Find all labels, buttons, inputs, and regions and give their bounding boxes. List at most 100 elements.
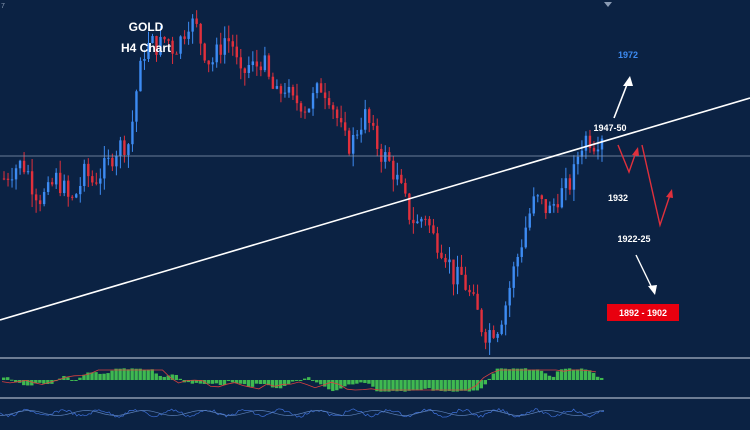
macd-bar [375, 380, 379, 392]
candle-body [504, 305, 507, 325]
candle-body [532, 196, 535, 214]
candle-body [600, 138, 604, 150]
macd-bar [78, 377, 82, 380]
macd-bar [134, 368, 138, 380]
macd-bar [166, 375, 170, 380]
macd-bar [266, 380, 271, 386]
candle-body [496, 333, 499, 338]
candle-body [147, 43, 150, 60]
macd-bar [126, 369, 130, 380]
candle-body [10, 179, 14, 181]
macd-bar [595, 376, 600, 380]
macd-bar [86, 372, 90, 380]
macd-bar [475, 380, 479, 391]
dropdown-icon[interactable] [604, 2, 612, 7]
candle-body [175, 53, 178, 55]
candle-body [580, 150, 584, 157]
corner-tick-icon: 7 [1, 3, 5, 10]
macd-bar [150, 369, 154, 380]
candle-body [572, 164, 576, 190]
macd-bar [30, 380, 34, 386]
macd-bar [483, 380, 488, 385]
candle-body [492, 330, 495, 338]
candle-body [139, 60, 142, 92]
candle-body [388, 152, 391, 161]
candle-body [464, 274, 467, 290]
candle-body [263, 55, 267, 71]
candle-body [38, 200, 42, 205]
candle-body [404, 182, 407, 194]
macd-bar [142, 369, 146, 380]
candle-body [468, 289, 471, 293]
candle-body [343, 122, 347, 131]
candle-body [14, 168, 18, 180]
candle-body [83, 163, 86, 186]
candle-body [287, 86, 291, 93]
macd-signal-line [1, 369, 597, 391]
candle-body [207, 60, 210, 65]
macd-bar [435, 380, 439, 391]
candle-body [480, 309, 483, 333]
macd-bar [555, 371, 560, 380]
macd-bar [278, 380, 283, 389]
candle-body [516, 256, 519, 267]
macd-bar [6, 377, 10, 380]
macd-bar [90, 372, 94, 380]
level-label-support-1: 1932 [608, 193, 628, 203]
oscillator-line [0, 408, 604, 418]
macd-bar [411, 380, 415, 391]
candle-body [420, 218, 423, 222]
candle-body [203, 43, 206, 61]
candle-body [299, 103, 303, 112]
macd-bar [246, 380, 251, 388]
macd-bar [46, 380, 50, 385]
macd-bar [298, 380, 303, 382]
candle-body [227, 38, 230, 42]
candle-body [568, 178, 572, 190]
level-label-target-low: 1892 - 1902 [619, 308, 667, 318]
candle-body [440, 252, 443, 258]
candle-body [127, 144, 130, 155]
macd-bar [471, 380, 475, 391]
macd-bar [431, 380, 435, 391]
candle-body [259, 66, 263, 71]
macd-bar [66, 377, 70, 380]
macd-bar [214, 380, 219, 384]
macd-bar [587, 370, 592, 380]
macd-bar [294, 380, 299, 381]
candle-body [368, 109, 371, 123]
macd-bar [523, 368, 528, 380]
candle-body [416, 221, 419, 224]
candle-body [251, 61, 255, 66]
candle-body [311, 93, 315, 109]
macd-bar [258, 380, 263, 385]
macd-bar [307, 377, 311, 380]
candle-body [380, 148, 383, 162]
macd-bar [515, 368, 520, 380]
macd-bar [463, 380, 467, 391]
macd-bar [599, 377, 604, 380]
macd-bar [539, 370, 544, 380]
macd-bar [186, 380, 191, 383]
macd-bar [234, 380, 239, 384]
macd-bar [118, 368, 122, 380]
candle-body [63, 180, 66, 194]
macd-bar [162, 376, 166, 380]
candle-body [484, 332, 487, 343]
macd-bar [383, 380, 387, 392]
macd-bar [355, 380, 359, 384]
candle-body [384, 152, 387, 162]
candle-body [560, 188, 564, 208]
candle-body [87, 163, 90, 177]
candle-body [163, 36, 166, 40]
candle-body [50, 182, 54, 185]
candle-body [91, 176, 94, 183]
macd-bar [327, 380, 331, 390]
candle-body [528, 213, 531, 228]
macd-bar [178, 378, 182, 380]
macd-bar [10, 379, 14, 381]
macd-bar [391, 380, 395, 391]
macd-bar [146, 369, 150, 380]
macd-bar [371, 380, 375, 387]
